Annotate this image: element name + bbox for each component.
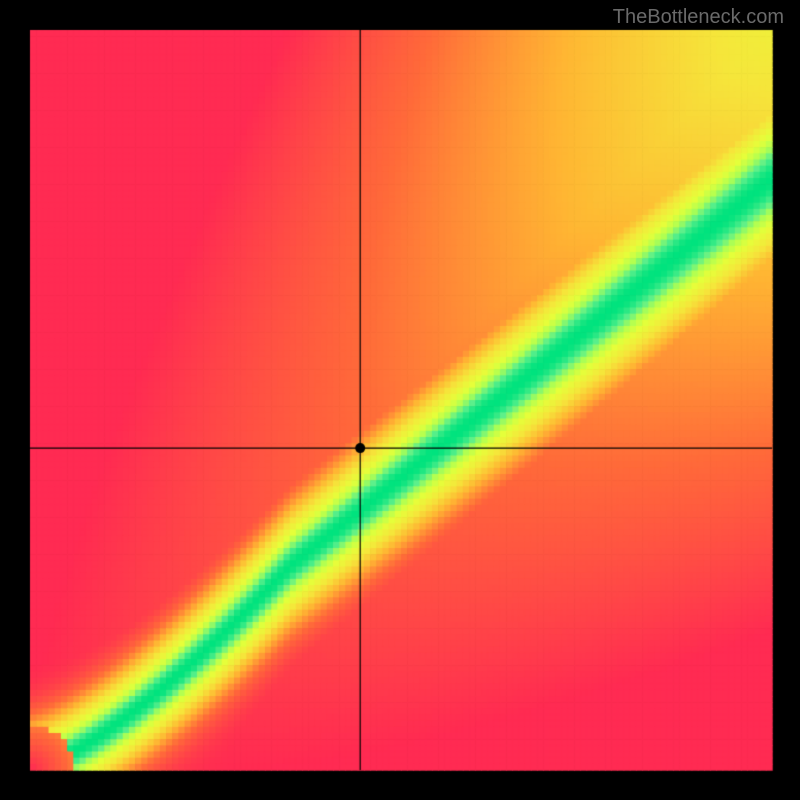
- watermark-text: TheBottleneck.com: [613, 6, 784, 29]
- chart-container: TheBottleneck.com: [0, 0, 800, 800]
- bottleneck-heatmap: [0, 0, 800, 800]
